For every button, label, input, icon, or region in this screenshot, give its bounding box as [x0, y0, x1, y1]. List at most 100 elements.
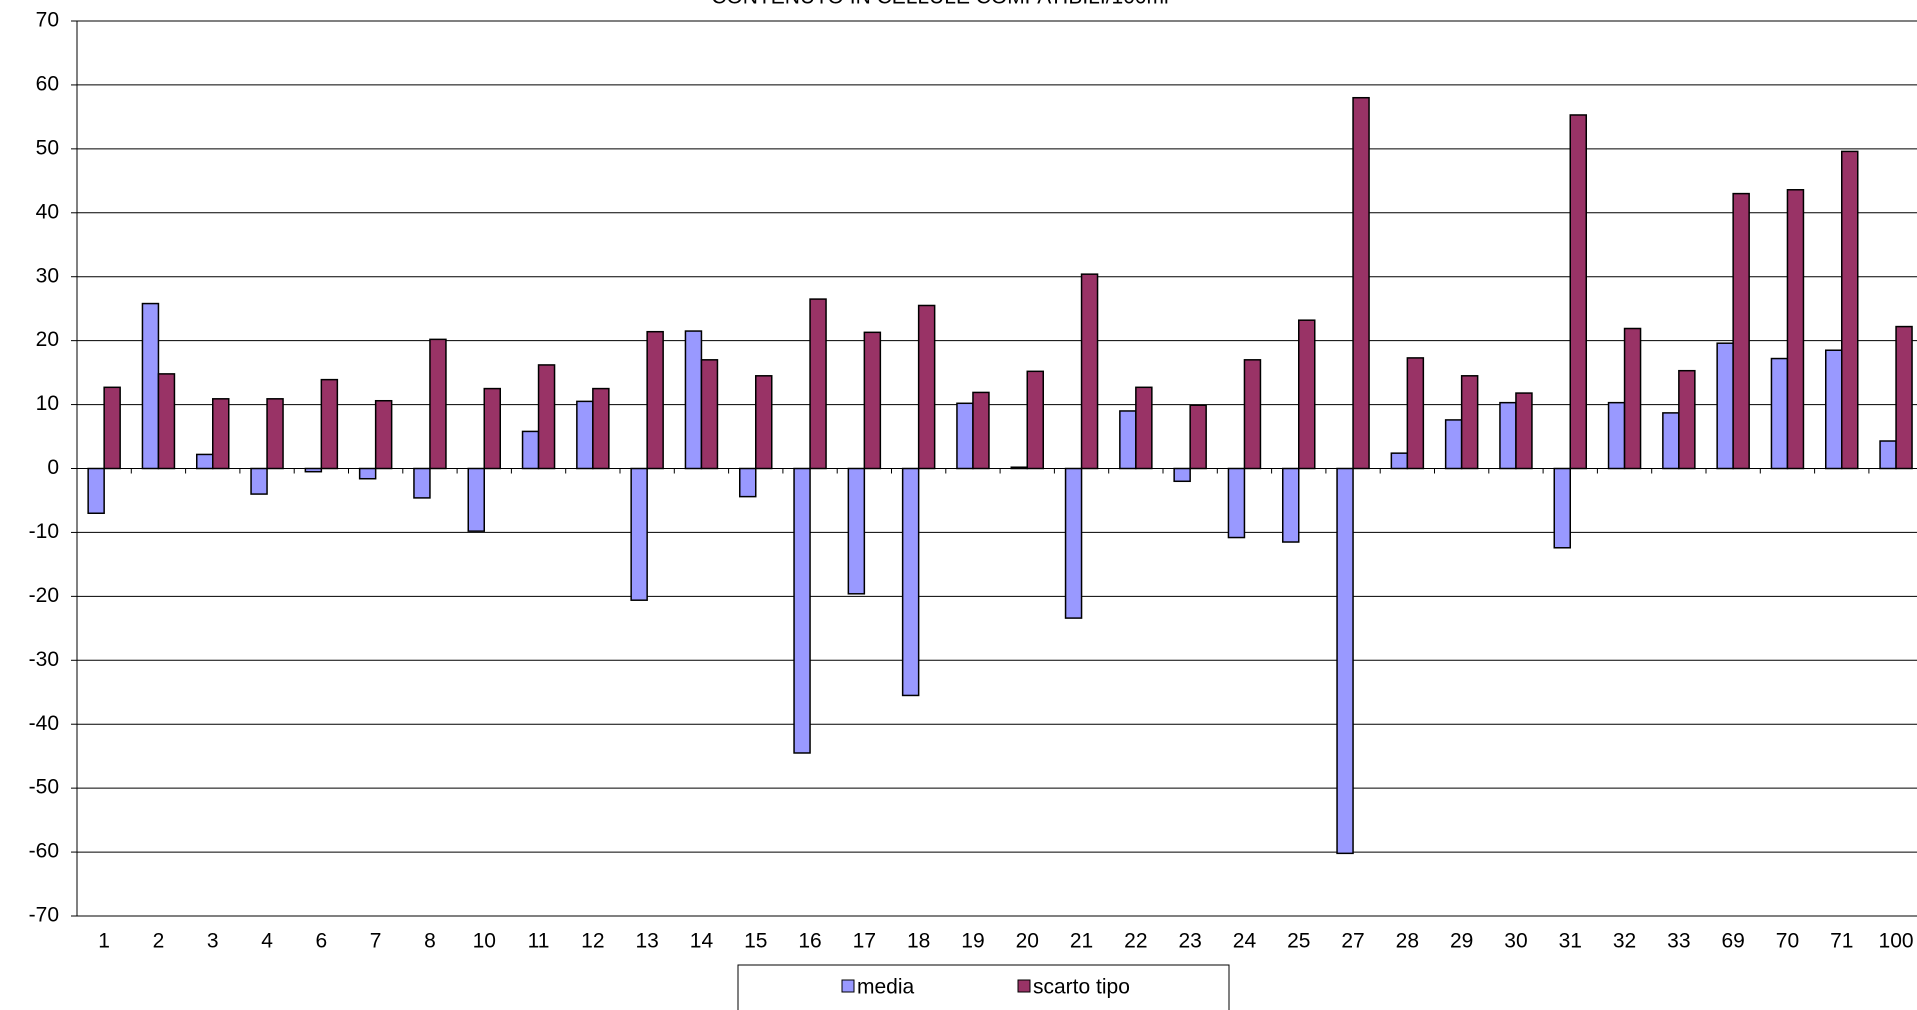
x-tick-label: 16: [798, 930, 821, 953]
bar: [1607, 401, 1626, 470]
x-tick-label: 3: [207, 930, 219, 953]
bar: [1336, 467, 1354, 855]
bar: [1119, 410, 1137, 470]
x-tick-label: 69: [1721, 930, 1744, 953]
y-tick-label: -30: [29, 648, 59, 671]
legend-label: media: [857, 976, 915, 999]
y-tick-label: 20: [36, 328, 59, 351]
x-tick-label: 32: [1613, 930, 1636, 953]
bar: [87, 467, 105, 514]
bar: [1569, 114, 1587, 470]
y-tick-label: -60: [29, 840, 59, 863]
x-tick-label: 24: [1233, 930, 1257, 953]
bar: [1786, 189, 1805, 470]
x-tick-label: 29: [1450, 930, 1473, 953]
bar: [755, 375, 773, 470]
bar: [1825, 349, 1843, 470]
x-tick-label: 6: [316, 930, 328, 953]
bar: [537, 364, 556, 470]
bar: [1064, 467, 1083, 619]
bar: [1189, 404, 1207, 470]
y-tick-label: 60: [36, 72, 59, 95]
bar: [1444, 419, 1463, 470]
x-tick-label: 21: [1070, 930, 1093, 953]
bar: [266, 398, 284, 470]
bar: [1732, 192, 1750, 470]
x-tick-label: 100: [1879, 930, 1914, 953]
x-tick-label: 13: [635, 930, 658, 953]
bar: [1282, 467, 1300, 543]
bar: [250, 467, 268, 495]
bar: [793, 467, 811, 754]
x-tick-label: 10: [473, 930, 496, 953]
bar: [374, 399, 393, 470]
bar: [1390, 452, 1409, 470]
x-tick-label: 19: [961, 930, 984, 953]
x-tick-label: 33: [1667, 930, 1690, 953]
bar: [1227, 467, 1246, 539]
bar: [141, 302, 160, 470]
x-tick-label: 4: [261, 930, 273, 953]
bar: [1553, 467, 1571, 549]
bar: [1026, 370, 1044, 470]
bar: [1770, 357, 1789, 470]
x-tick-label: 20: [1016, 930, 1039, 953]
bar: [576, 400, 594, 470]
y-tick-label: 0: [47, 456, 59, 479]
legend-swatch: [841, 979, 855, 993]
y-tick-label: 30: [36, 264, 59, 287]
bar: [1879, 440, 1897, 470]
bar: [847, 467, 866, 595]
bar: [157, 373, 176, 470]
bar: [1135, 386, 1153, 470]
x-tick-label: 18: [907, 930, 930, 953]
bar: [1406, 357, 1425, 470]
x-tick-label: 2: [153, 930, 165, 953]
x-tick-label: 7: [370, 930, 382, 953]
y-tick-label: 40: [36, 200, 59, 223]
bar: [1895, 325, 1913, 470]
bar: [684, 330, 703, 470]
x-tick-label: 31: [1559, 930, 1582, 953]
bar: [1173, 467, 1191, 483]
bar: [592, 387, 610, 470]
y-tick-label: -50: [29, 776, 59, 799]
bar: [901, 467, 920, 697]
bar: [646, 330, 664, 470]
bar: [1080, 273, 1099, 470]
x-tick-label: 17: [853, 930, 876, 953]
y-tick-label: -10: [29, 520, 59, 543]
legend-label: scarto tipo: [1033, 976, 1130, 999]
bar: [103, 386, 121, 470]
bar: [429, 338, 447, 470]
legend-box: [737, 964, 1230, 1010]
x-tick-label: 23: [1178, 930, 1201, 953]
y-tick-label: -40: [29, 712, 59, 735]
bar: [739, 467, 757, 498]
x-tick-label: 12: [581, 930, 604, 953]
bar: [630, 467, 648, 601]
bar: [1515, 392, 1533, 470]
x-tick-label: 25: [1287, 930, 1310, 953]
x-tick-label: 22: [1124, 930, 1147, 953]
x-tick-label: 1: [98, 930, 110, 953]
bar: [1716, 342, 1734, 470]
chart-title: CONTENUTO IN CELLULE COMPATIBILI/100ml: [711, 0, 1168, 9]
bar: [483, 387, 501, 470]
bar: [521, 430, 540, 470]
legend-swatch: [1017, 979, 1031, 993]
bar: [972, 391, 990, 470]
bar: [413, 467, 431, 499]
bar: [1678, 369, 1696, 470]
x-tick-label: 27: [1341, 930, 1364, 953]
bar: [956, 402, 974, 470]
bar: [358, 467, 377, 480]
bar: [863, 331, 882, 470]
bar: [1499, 401, 1517, 470]
x-tick-label: 8: [424, 930, 436, 953]
y-tick-label: 70: [36, 9, 59, 32]
bar: [700, 359, 719, 470]
bar: [1298, 319, 1316, 470]
bar: [1623, 327, 1642, 470]
